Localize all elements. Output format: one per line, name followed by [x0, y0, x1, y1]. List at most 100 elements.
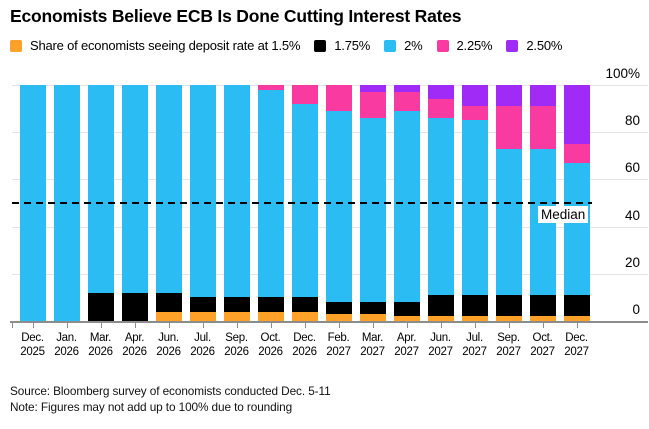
- x-label-month: Jan.: [56, 332, 77, 344]
- x-tick-label: Sep. 2026: [217, 331, 257, 360]
- x-label-year: 2027: [394, 346, 419, 359]
- x-label-year: 2027: [360, 346, 385, 359]
- legend-label: Share of economists seeing deposit rate …: [30, 38, 301, 53]
- bar-segment-1-5: [529, 316, 556, 321]
- bar-segment-2-25: [393, 92, 420, 111]
- x-tick: [202, 323, 204, 328]
- bar-segment-1-75: [121, 292, 148, 321]
- legend-item-1-75: 1.75%: [314, 38, 370, 53]
- bar-segment-1-5: [189, 311, 216, 321]
- x-tick-label: Jun. 2027: [421, 331, 461, 360]
- bar-segment-2-25: [495, 106, 522, 149]
- x-tick: [66, 323, 68, 328]
- bar-segment-2-50: [427, 85, 454, 100]
- rounding-note: Note: Figures may not add up to 100% due…: [10, 399, 293, 414]
- x-label-month: Mar.: [89, 332, 112, 344]
- bar-segment-2: [393, 110, 420, 303]
- bar-segment-2-25: [325, 85, 352, 111]
- y-tick-label-20: 20: [624, 254, 640, 270]
- source-note: Source: Bloomberg survey of economists c…: [10, 384, 331, 398]
- bar-segment-2: [223, 85, 250, 298]
- bar-segment-2: [291, 103, 318, 298]
- x-tick-label: Dec. 2026: [285, 331, 325, 360]
- x-label-month: Sep.: [497, 332, 520, 344]
- x-label-month: Dec.: [293, 332, 316, 344]
- footer: Source: Bloomberg survey of economists c…: [10, 384, 331, 415]
- bar-segment-2-50: [393, 85, 420, 93]
- x-axis-line: [10, 321, 648, 323]
- x-label-year: 2025: [20, 346, 45, 359]
- x-tick: [134, 323, 136, 328]
- bar-segment-2-25: [563, 144, 590, 163]
- x-tick: [32, 323, 34, 328]
- x-label-month: Mar.: [361, 332, 384, 344]
- x-tick-edge: [12, 323, 13, 328]
- bar-segment-2-50: [461, 85, 488, 107]
- x-label-year: 2027: [428, 346, 453, 359]
- bar-segment-2: [563, 162, 590, 296]
- bar-dec-2027: [563, 85, 590, 321]
- bar-segment-2-50: [495, 85, 522, 107]
- bar-segment-2-25: [291, 85, 318, 104]
- x-tick-label: Jul. 2027: [455, 331, 495, 360]
- x-label-year: 2027: [496, 346, 521, 359]
- x-label-year: 2026: [190, 346, 215, 359]
- bar-sep-2027: [495, 85, 522, 321]
- legend: Share of economists seeing deposit rate …: [10, 38, 562, 53]
- bar-segment-2-25: [529, 106, 556, 149]
- x-tick-label: Feb. 2027: [319, 331, 359, 360]
- bar-segment-1-5: [223, 311, 250, 321]
- bar-oct-2026: [257, 85, 284, 321]
- x-tick: [440, 323, 442, 328]
- x-tick: [542, 323, 544, 328]
- bar-dec-2026: [291, 85, 318, 321]
- bar-segment-1-75: [529, 295, 556, 317]
- bar-segment-1-5: [393, 316, 420, 321]
- legend-label: 2%: [404, 38, 423, 53]
- bar-segment-1-5: [427, 316, 454, 321]
- x-tick: [576, 323, 578, 328]
- y-tick-label-0: 0: [632, 302, 640, 317]
- bar-segment-2-50: [529, 85, 556, 107]
- bar-segment-1-5: [359, 313, 386, 321]
- x-tick: [236, 323, 238, 328]
- bar-segment-2-50: [563, 85, 590, 144]
- x-label-month: Oct.: [260, 332, 281, 344]
- bar-segment-2: [359, 118, 386, 303]
- bar-segment-2: [121, 85, 148, 293]
- median-line: [12, 202, 592, 204]
- median-line-label: Median: [538, 206, 589, 223]
- bar-segment-2: [155, 85, 182, 293]
- x-tick: [270, 323, 272, 328]
- bar-segment-1-5: [495, 316, 522, 321]
- bar-segment-1-75: [427, 295, 454, 317]
- x-label-year: 2026: [224, 346, 249, 359]
- bar-segment-1-75: [291, 297, 318, 312]
- bar-jun-2027: [427, 85, 454, 321]
- bar-segment-1-75: [325, 302, 352, 314]
- bar-segment-1-5: [461, 316, 488, 321]
- bar-segment-1-75: [257, 297, 284, 312]
- x-label-month: Oct.: [532, 332, 553, 344]
- x-tick-label: Mar. 2026: [81, 331, 121, 360]
- x-label-month: Dec.: [21, 332, 44, 344]
- legend-swatch-icon: [10, 39, 22, 52]
- x-tick-label: Oct. 2027: [523, 331, 563, 360]
- x-tick: [372, 323, 374, 328]
- legend-item-2: 2%: [384, 38, 423, 53]
- x-label-year: 2027: [530, 346, 555, 359]
- x-tick: [338, 323, 340, 328]
- legend-item-share-of-economists-seeing-deposit-rate-at-1-5: Share of economists seeing deposit rate …: [10, 38, 300, 53]
- bar-segment-1-75: [563, 295, 590, 317]
- bar-sep-2026: [223, 85, 250, 321]
- bar-segment-2: [427, 118, 454, 296]
- x-label-month: Jul.: [466, 332, 483, 344]
- x-tick-label: Oct. 2026: [251, 331, 291, 360]
- x-label-month: Sep.: [225, 332, 248, 344]
- x-label-month: Jun.: [158, 332, 179, 344]
- x-tick-label: Sep. 2027: [489, 331, 529, 360]
- legend-label: 2.25%: [456, 38, 493, 53]
- x-label-month: Dec.: [565, 332, 588, 344]
- bar-segment-2: [495, 148, 522, 296]
- bar-segment-2-25: [427, 99, 454, 119]
